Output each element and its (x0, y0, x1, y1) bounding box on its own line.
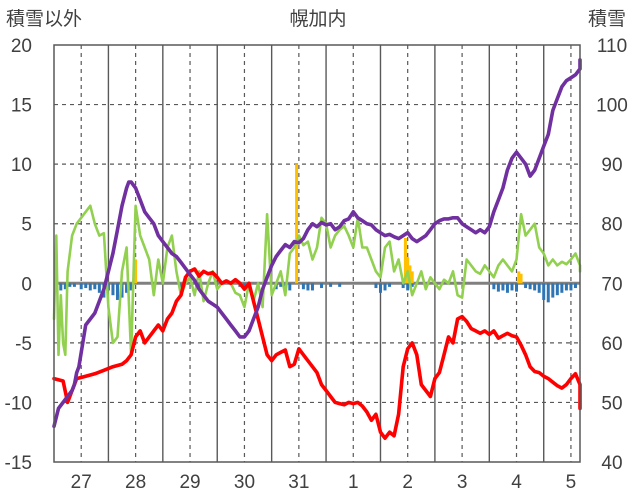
depth-change-bar (528, 283, 532, 290)
depth-change-bar (197, 283, 201, 287)
x-day-tick-label: 31 (288, 472, 309, 493)
chart-title: 幌加内 (289, 8, 346, 30)
depth-change-bar (242, 283, 246, 289)
depth-change-bar (524, 283, 528, 289)
depth-change-bar (406, 283, 410, 291)
depth-change-bar (546, 283, 550, 303)
depth-change-bar (564, 283, 568, 291)
snowfall-bar (295, 164, 299, 284)
x-day-tick-label: 3 (457, 472, 468, 493)
depth-change-bar (84, 283, 88, 289)
depth-change-bar (501, 283, 505, 291)
snowfall-bar (134, 259, 138, 284)
x-day-tick-label: 28 (125, 472, 146, 493)
wind-series-line (52, 204, 582, 357)
x-day-tick-label: 4 (511, 472, 522, 493)
depth-change-bar (410, 283, 414, 287)
depth-change-bar (537, 283, 541, 293)
depth-change-bar (329, 283, 333, 287)
snowfall-bar (403, 238, 407, 284)
depth-change-bar (533, 283, 537, 291)
x-day-tick-label: 1 (348, 472, 359, 493)
x-day-tick-label: 29 (179, 472, 200, 493)
temperature-series-line (52, 267, 582, 441)
depth-change-bar (555, 283, 559, 296)
depth-change-bar (569, 283, 573, 291)
depth-change-bar (310, 283, 314, 291)
y-right-label: 積雪 (588, 8, 626, 30)
y-left-tick-label: -5 (15, 334, 32, 355)
depth-change-bar (120, 283, 124, 298)
bar-layer (54, 164, 577, 303)
x-day-tick-label: 5 (566, 472, 577, 493)
depth-change-bar (378, 283, 382, 293)
y-right-tick-label: 110 (597, 36, 627, 57)
x-tick-labels: 27 28 29 30 31 1 2 3 4 5 (71, 472, 577, 493)
depth-change-bar (79, 283, 83, 290)
depth-change-bar (279, 283, 283, 287)
depth-change-bar (93, 283, 97, 290)
depth-change-bar (306, 283, 310, 291)
depth-change-bar (179, 283, 183, 289)
depth-change-bar (88, 283, 92, 291)
depth-change-bar (125, 283, 129, 293)
snow-depth-series-line (52, 58, 582, 429)
line-layer (52, 58, 582, 441)
y-right-tick-label: 60 (601, 334, 622, 355)
y-right-tick-label: 40 (601, 453, 622, 474)
depth-change-bar (111, 283, 115, 296)
depth-change-bar (551, 283, 555, 298)
depth-change-bar (288, 283, 292, 291)
depth-change-bar (301, 283, 305, 290)
depth-change-bar (388, 283, 392, 287)
depth-change-bar (129, 283, 133, 291)
left-tick-labels: 20 15 10 5 0 -5 -10 -15 (5, 36, 32, 474)
snowfall-bar (410, 271, 414, 284)
depth-change-bar (542, 283, 546, 300)
depth-change-bar (97, 283, 101, 293)
y-left-label: 積雪以外 (6, 8, 82, 30)
plot-frame (53, 44, 581, 463)
y-left-tick-label: -15 (5, 453, 32, 474)
depth-change-bar (338, 283, 342, 287)
y-left-tick-label: 20 (11, 36, 32, 57)
y-right-tick-label: 90 (601, 155, 622, 176)
depth-change-bar (72, 283, 76, 287)
y-left-tick-label: 15 (11, 96, 32, 117)
y-right-tick-label: 50 (601, 393, 622, 414)
depth-change-bar (573, 283, 577, 289)
snowfall-bar (408, 265, 412, 284)
x-day-tick-label: 2 (402, 472, 413, 493)
depth-change-bar (560, 283, 564, 293)
depth-change-bar (383, 283, 387, 291)
x-day-tick-label: 30 (234, 472, 255, 493)
y-left-tick-label: 0 (21, 274, 32, 295)
y-right-tick-label: 80 (601, 215, 622, 236)
depth-change-bar (63, 283, 67, 290)
y-right-tick-label: 70 (601, 274, 622, 295)
y-right-tick-label: 100 (596, 96, 628, 117)
depth-change-bar (496, 283, 500, 292)
right-tick-labels: 110 100 90 80 70 60 50 40 (596, 36, 628, 474)
snowfall-bar (519, 273, 523, 284)
depth-change-bar (374, 283, 378, 289)
depth-change-bar (505, 283, 509, 293)
x-day-tick-label: 27 (71, 472, 92, 493)
depth-change-bar (68, 283, 72, 287)
depth-change-bar (515, 283, 519, 292)
depth-change-bar (59, 283, 63, 291)
snowfall-bar (517, 271, 521, 284)
depth-change-bar (492, 283, 496, 290)
y-left-tick-label: 10 (11, 155, 32, 176)
y-left-tick-label: -10 (5, 393, 32, 414)
depth-change-bar (320, 283, 324, 289)
y-left-tick-label: 5 (21, 215, 32, 236)
depth-change-bar (401, 283, 405, 289)
depth-change-bar (510, 283, 514, 291)
depth-change-bar (115, 283, 119, 300)
